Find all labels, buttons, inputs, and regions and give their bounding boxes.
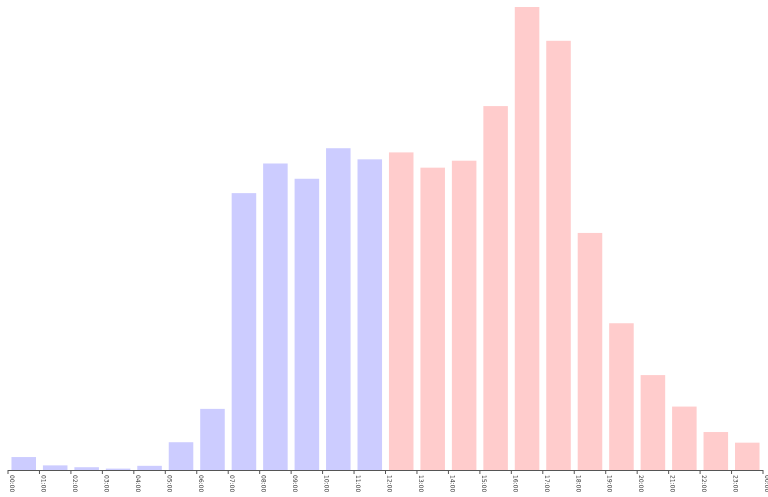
x-tick-label: 08:00 [260, 475, 267, 492]
bar-0000 [11, 457, 37, 470]
bar-0300 [105, 468, 131, 470]
bar-1700 [546, 40, 571, 471]
bar-1900 [609, 323, 634, 470]
bar-1300 [420, 167, 445, 470]
x-tick-label: 03:00 [102, 475, 109, 492]
bar-2300 [735, 442, 760, 470]
x-tick-label: 14:00 [448, 475, 455, 492]
bar-0800 [263, 163, 288, 471]
x-tick-label: 13:00 [417, 475, 424, 492]
x-tick-label: 00:00 [763, 475, 768, 492]
x-tick-label: 20:00 [637, 475, 644, 492]
x-tick-label: 02:00 [71, 475, 78, 492]
x-tick-label: 01:00 [39, 475, 46, 492]
bar-0900 [294, 178, 320, 470]
x-tick-label: 16:00 [511, 475, 518, 492]
x-axis-ticks: 00:00 01:00 02:00 03:00 04:00 05:00 06:00 07:00… [7, 470, 768, 492]
x-tick-label: 05:00 [165, 475, 172, 492]
bar-2200 [703, 432, 729, 470]
bar-1100 [357, 159, 383, 470]
bar-0200 [74, 467, 99, 470]
bar-1500 [483, 106, 508, 470]
x-tick-label: 06:00 [197, 475, 204, 492]
x-tick-label: 10:00 [323, 475, 330, 492]
x-tick-label: 19:00 [606, 475, 613, 492]
bar-0100 [42, 465, 68, 470]
x-tick-label: 17:00 [543, 475, 550, 492]
bar-1400 [451, 160, 477, 470]
bar-0500 [168, 442, 194, 470]
bar-0700 [231, 193, 257, 470]
x-tick-label: 18:00 [574, 475, 581, 492]
bar-0400 [137, 465, 162, 470]
bar-1800 [577, 232, 603, 470]
x-tick-label: 11:00 [354, 475, 361, 492]
x-tick-label: 12:00 [386, 475, 393, 492]
x-tick-label: 00:00 [8, 475, 15, 492]
bar-0600 [200, 408, 225, 470]
x-tick-label: 09:00 [291, 475, 298, 492]
bar-1200 [388, 152, 414, 470]
x-tick-label: 07:00 [228, 475, 235, 492]
x-tick-label: 21:00 [669, 475, 676, 492]
x-tick-label: 23:00 [732, 475, 739, 492]
x-tick-label: 04:00 [134, 475, 141, 492]
bar-2000 [640, 375, 666, 470]
x-tick-label: 22:00 [700, 475, 707, 492]
bars-group [11, 7, 760, 471]
bar-2100 [672, 406, 697, 470]
x-tick-label: 15:00 [480, 475, 487, 492]
bar-1000 [326, 148, 351, 470]
bar-1600 [514, 7, 540, 470]
